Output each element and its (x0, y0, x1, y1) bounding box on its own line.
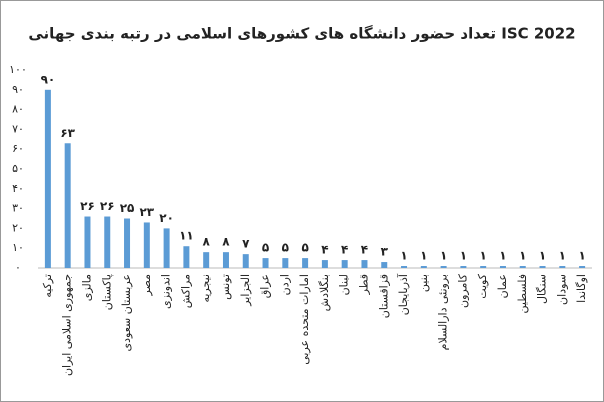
value-label: ۱ (480, 249, 487, 263)
bar (183, 246, 190, 268)
value-label: ۱ (420, 249, 427, 263)
x-tick-label: اوگاندا (575, 274, 588, 303)
bar (460, 266, 467, 268)
bar (64, 143, 71, 268)
x-tick-label: اردن (278, 274, 291, 295)
y-tick-label: ۵۰ (12, 162, 24, 175)
x-tick-label: لبنان (338, 274, 351, 295)
x-tick-label: الجزایر (239, 274, 252, 307)
x-tick-label: عربستان سعودی (120, 274, 133, 351)
x-tick-label: تونس (219, 274, 232, 300)
value-label: ۴ (321, 243, 328, 257)
x-tick-label: عراق (259, 274, 272, 298)
bar (84, 216, 91, 268)
bar (124, 218, 131, 268)
x-tick-label: قطر (357, 274, 370, 295)
value-label: ۱ (400, 249, 407, 263)
bar (559, 266, 566, 268)
value-label: ۱ (440, 249, 447, 263)
value-label: ۲۳ (139, 205, 154, 219)
value-label: ۷ (242, 237, 250, 251)
x-tick-label: نیجریه (199, 274, 212, 303)
x-tick-label: برونئی دارالسلام (437, 274, 450, 350)
y-tick-label: ۰ (15, 261, 21, 274)
x-tick-label: آذربایجان (396, 273, 410, 315)
value-label: ۸ (203, 235, 211, 249)
value-label: ۱ (578, 249, 585, 263)
value-label: ۱۱ (179, 229, 194, 243)
bar (302, 258, 309, 268)
x-tick-label: کامرون (456, 273, 469, 308)
x-tick-label: سودان (555, 274, 568, 305)
value-label: ۱ (460, 249, 467, 263)
y-tick-label: ۳۰ (12, 202, 24, 215)
y-tick-label: ۴۰ (12, 182, 24, 195)
bar (519, 266, 526, 268)
bar (321, 260, 328, 268)
value-label: ۹۰ (41, 72, 56, 86)
value-label: ۵ (301, 241, 308, 255)
value-label: ۵ (282, 241, 289, 255)
bar (341, 260, 348, 268)
y-tick-label: ۹۰ (12, 83, 24, 96)
bar (579, 266, 586, 268)
value-label: ۲۶ (80, 199, 95, 213)
bar (44, 89, 51, 268)
y-tick-label: ۱۰۰ (9, 63, 27, 76)
x-tick-label: مراکش (179, 274, 192, 308)
bar (222, 252, 229, 268)
bar (282, 258, 289, 268)
x-tick-label: عمان (496, 274, 509, 298)
bar (401, 266, 408, 268)
value-label: ۱ (499, 249, 506, 263)
value-label: ۶۳ (60, 126, 75, 140)
value-label: ۴ (341, 243, 348, 257)
bar (242, 254, 249, 268)
bar (440, 266, 447, 268)
value-label: ۱ (519, 249, 526, 263)
bar (361, 260, 368, 268)
x-tick-label: جمهوری اسلامی ایران (61, 274, 74, 376)
value-label: ۱ (559, 249, 566, 263)
x-tick-label: بنگلادش (318, 274, 331, 311)
bar (262, 258, 269, 268)
value-label: ۲۶ (100, 199, 115, 213)
chart-title: تعداد حضور دانشگاه های کشورهای اسلامی در… (28, 25, 575, 43)
x-tick-label: قزاقستان (377, 274, 390, 318)
bar (499, 266, 506, 268)
y-tick-label: ۸۰ (12, 103, 24, 116)
value-label: ۴ (361, 243, 368, 257)
x-tick-label: مصر (140, 274, 153, 297)
bar (381, 262, 388, 268)
value-label: ۸ (222, 235, 230, 249)
bar (143, 222, 150, 268)
bar (539, 266, 546, 268)
x-tick-label: فلسطین (516, 274, 529, 313)
x-tick-label: مالزی (80, 274, 93, 301)
bar (203, 252, 210, 268)
bar (104, 216, 111, 268)
value-label: ۵ (262, 241, 269, 255)
bar (163, 228, 170, 268)
x-tick-label: پاکستان (100, 274, 113, 310)
value-label: ۳ (381, 245, 389, 259)
y-tick-label: ۷۰ (12, 122, 24, 135)
bar (420, 266, 427, 268)
x-tick-label: امارات متحده عربی (298, 274, 311, 365)
x-tick-label: کویت (476, 273, 489, 299)
x-tick-label: ترکیه (41, 274, 54, 298)
y-tick-label: ۱۰ (12, 241, 24, 254)
x-tick-label: اندونزی (160, 274, 173, 309)
value-label: ۲۰ (159, 211, 174, 225)
bar (480, 266, 487, 268)
y-tick-label: ۶۰ (12, 142, 24, 155)
y-tick-label: ۲۰ (12, 221, 24, 234)
x-tick-label: بنین (417, 274, 430, 292)
value-label: ۲۵ (120, 201, 135, 215)
value-label: ۱ (539, 249, 546, 263)
x-tick-label: سنگال (536, 274, 549, 304)
